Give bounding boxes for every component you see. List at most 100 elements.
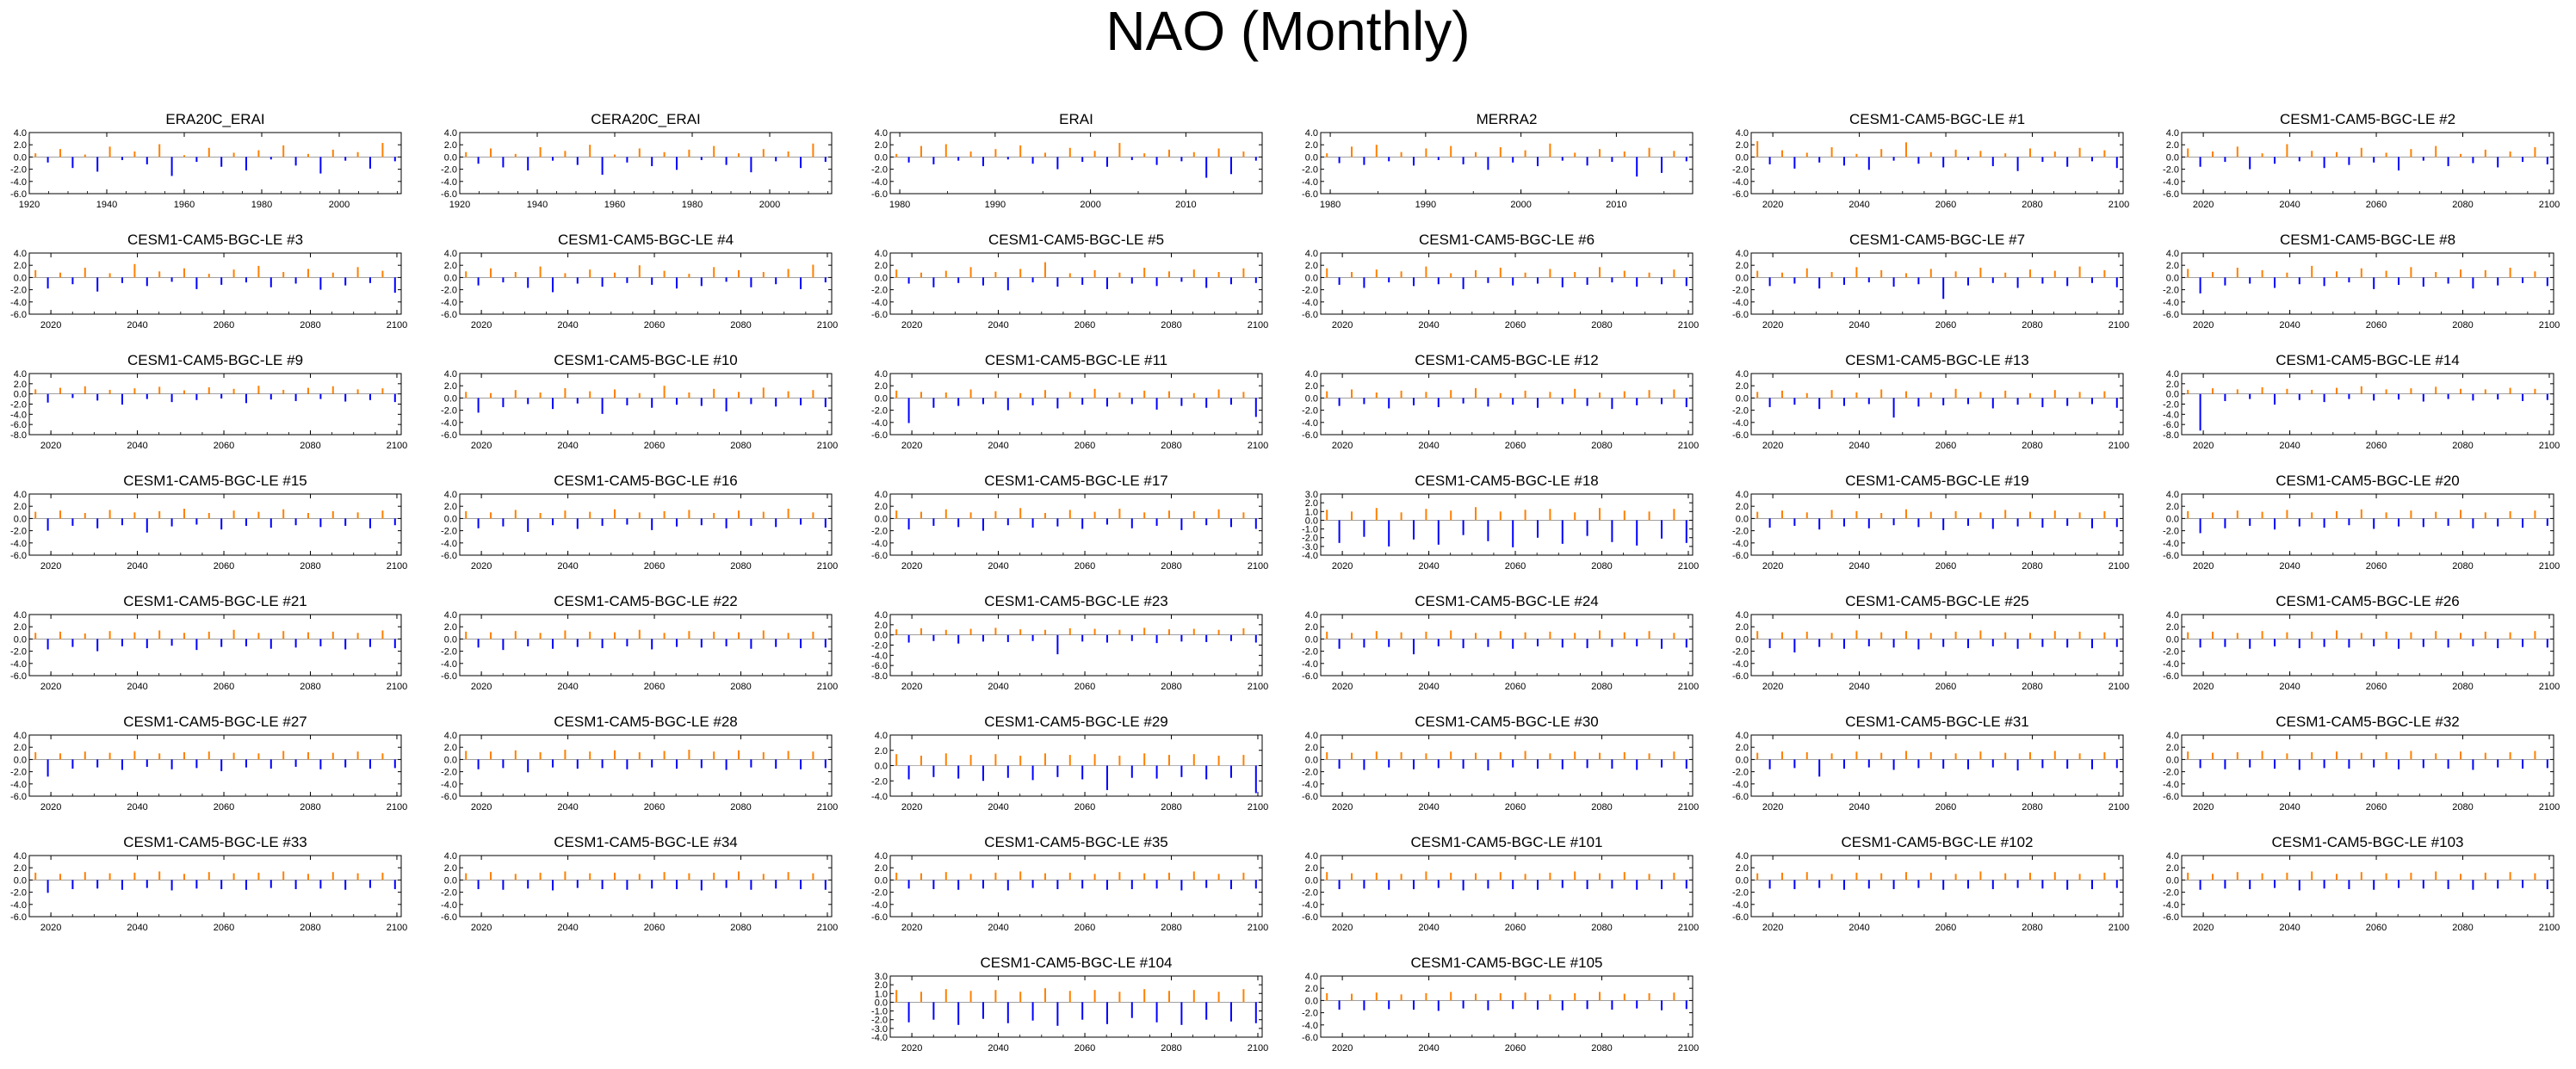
x-tick-label: 2080 [1161,441,1181,451]
page-title: NAO (Monthly) [1105,0,1471,62]
x-tick-label: 2080 [1161,561,1181,572]
y-tick-label: -2.0 [2163,647,2179,658]
x-tick-label: 2080 [730,802,751,813]
y-tick-label: 0.0 [2166,634,2179,645]
y-tick-label: 2.0 [14,622,27,633]
x-tick-label: 2000 [1080,200,1100,210]
y-tick-label: 0.0 [875,631,888,641]
y-tick-label: -3.0 [871,1024,888,1035]
y-tick-label: 4.0 [2166,249,2179,259]
x-tick-label: 2040 [127,682,147,692]
x-tick-label: 2100 [1248,441,1268,451]
y-tick-label: 0.0 [1305,516,1318,526]
panel-title: ERA20C_ERAI [165,111,264,127]
y-tick-label: -2.0 [10,768,27,778]
x-tick-label: 2040 [2279,682,2300,692]
panel-title: CESM1-CAM5-BGC-LE #13 [1845,352,2029,368]
nao-panel-29: CESM1-CAM5-BGC-LE #25 4.02.00.0 -2.0-4.0-6… [1732,593,2129,692]
y-tick-label: -6.0 [10,310,27,320]
y-tick-label: -4.0 [2163,298,2179,308]
x-tick-label: 2020 [901,441,922,451]
x-tick-label: 2060 [2366,320,2387,331]
x-tick-label: 2080 [1161,802,1181,813]
panel-title: CESM1-CAM5-BGC-LE #23 [984,593,1168,609]
plot-frame [2181,373,2554,436]
y-tick-label: 2.0 [1305,863,1318,874]
x-tick-label: 1990 [1415,200,1436,210]
nao-panel-37: CESM1-CAM5-BGC-LE #33 4.02.00.0 -2.0-4.0-6… [10,834,407,933]
y-tick-label: -6.0 [871,310,888,320]
x-tick-label: 2040 [988,802,1008,813]
x-tick-label: 2060 [1505,923,1526,933]
nao-panel-9: CESM1-CAM5-BGC-LE #5 4.0 2.0 0.0 -2.0 -4.0 -6.… [871,232,1268,331]
x-tick-label: 2060 [2366,802,2387,813]
y-tick-label: 2.0 [444,743,457,753]
x-tick-label: 2100 [387,682,407,692]
y-tick-label: 4.0 [1736,610,1749,621]
y-tick-label: 0.0 [1736,273,1749,283]
y-tick-label: 0.0 [1736,755,1749,765]
nao-panel-39: CESM1-CAM5-BGC-LE #35 4.02.00.0 -2.0-4.0-6… [871,834,1268,933]
y-tick-label: 2.0 [2166,140,2179,151]
plot-frame [459,855,833,918]
y-tick-label: -2.0 [1302,406,1318,417]
panel-title: CESM1-CAM5-BGC-LE #32 [2276,714,2460,730]
x-tick-label: 2100 [2539,923,2560,933]
x-tick-label: 2100 [1248,802,1268,813]
x-tick-label: 2020 [1332,441,1353,451]
x-tick-label: 2100 [2108,561,2129,572]
nao-panel-30: CESM1-CAM5-BGC-LE #26 4.02.00.0 -2.0-4.0-6… [2163,593,2560,692]
panel-title: MERRA2 [1477,111,1538,127]
y-tick-label: 2.0 [875,746,888,757]
panel-title: CESM1-CAM5-BGC-LE #30 [1415,714,1599,730]
panel-title: CESM1-CAM5-BGC-LE #12 [1415,352,1599,368]
y-tick-label: 0.0 [1736,634,1749,645]
y-tick-label: 4.0 [875,731,888,741]
x-tick-label: 2080 [730,682,751,692]
x-tick-label: 2060 [1074,682,1095,692]
y-tick-label: 4.0 [444,731,457,741]
y-tick-label: -4.0 [2163,780,2179,790]
y-tick-label: 2.0 [1736,140,1749,151]
x-tick-label: 2010 [1175,200,1196,210]
y-tick-label: -4.0 [441,539,457,549]
y-tick-label: 0.0 [2166,273,2179,283]
plot-frame [459,252,833,315]
x-tick-label: 2020 [2193,320,2214,331]
y-tick-label: 4.0 [1736,128,1749,139]
plot-frame [2181,493,2554,556]
y-tick-label: -2.0 [1302,1009,1318,1019]
x-tick-label: 2020 [1762,802,1783,813]
y-tick-label: 4.0 [2166,369,2179,380]
x-tick-label: 2060 [644,923,665,933]
x-tick-label: 2040 [1848,682,1869,692]
y-tick-label: 4.0 [875,490,888,500]
plot-frame [2181,132,2554,195]
plot-frame [889,975,1263,1038]
y-tick-label: -2.0 [441,406,457,417]
y-tick-label: -4.0 [441,177,457,188]
y-tick-label: -4.0 [441,659,457,670]
y-tick-label: -2.0 [2163,400,2179,411]
plot-frame [1750,493,2124,556]
x-tick-label: 2060 [1505,441,1526,451]
y-tick-label: -6.0 [1732,551,1749,561]
plot-frame [28,614,402,677]
x-tick-label: 2080 [2022,320,2042,331]
x-tick-label: 2020 [1762,441,1783,451]
x-tick-label: 2100 [2108,441,2129,451]
x-tick-label: 2020 [2193,441,2214,451]
x-tick-label: 2100 [2108,320,2129,331]
x-tick-label: 2040 [1848,441,1869,451]
panel-title: CESM1-CAM5-BGC-LE #33 [123,834,307,850]
x-tick-label: 2040 [1418,441,1439,451]
y-tick-label: 0.0 [14,273,27,283]
x-tick-label: 2060 [2366,561,2387,572]
y-tick-label: -4.0 [1732,900,1749,911]
panel-title: CESM1-CAM5-BGC-LE #31 [1845,714,2029,730]
y-tick-label: 4.0 [1305,851,1318,862]
y-tick-label: 0.0 [1736,875,1749,886]
x-tick-label: 2080 [2452,561,2473,572]
y-tick-label: 4.0 [1305,369,1318,380]
x-tick-label: 2040 [1848,200,1869,210]
